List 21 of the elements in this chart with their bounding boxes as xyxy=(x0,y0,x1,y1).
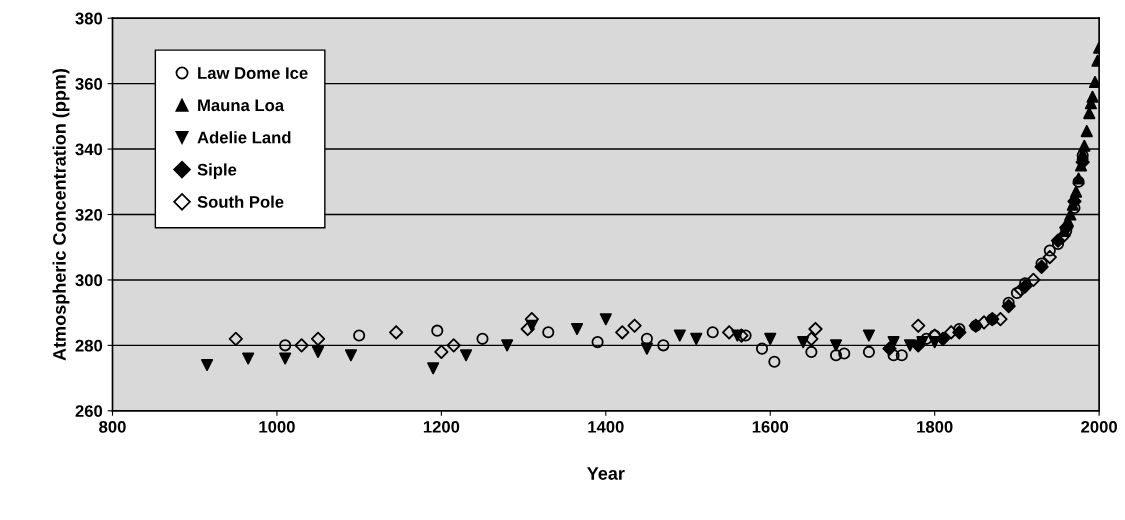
x-axis-title: Year xyxy=(587,467,625,480)
legend-label: South Pole xyxy=(197,195,284,208)
legend-label: Adelie Land xyxy=(197,131,291,144)
x-tick-label: 1400 xyxy=(588,420,624,433)
y-tick-label: 360 xyxy=(75,78,103,90)
legend-label: Mauna Loa xyxy=(198,99,285,112)
y-tick-label: 340 xyxy=(75,143,103,156)
x-tick-label: 1000 xyxy=(259,420,295,433)
y-tick-label: 380 xyxy=(75,12,103,25)
y-axis-title: Atmospheric Concentration (ppm) xyxy=(52,68,70,361)
x-tick-label: 1200 xyxy=(423,420,460,433)
legend-label: Law Dome Ice xyxy=(198,67,308,79)
x-tick-label: 1600 xyxy=(752,420,789,433)
y-tick-label: 320 xyxy=(75,208,103,221)
y-tick-label: 300 xyxy=(75,274,103,287)
x-tick-label: 2000 xyxy=(1081,420,1117,433)
y-tick-label: 280 xyxy=(75,339,103,352)
x-tick-label: 800 xyxy=(99,420,126,433)
legend-label: Siple xyxy=(197,163,237,179)
y-tick-label: 260 xyxy=(75,405,103,417)
x-tick-label: 1800 xyxy=(917,420,953,433)
